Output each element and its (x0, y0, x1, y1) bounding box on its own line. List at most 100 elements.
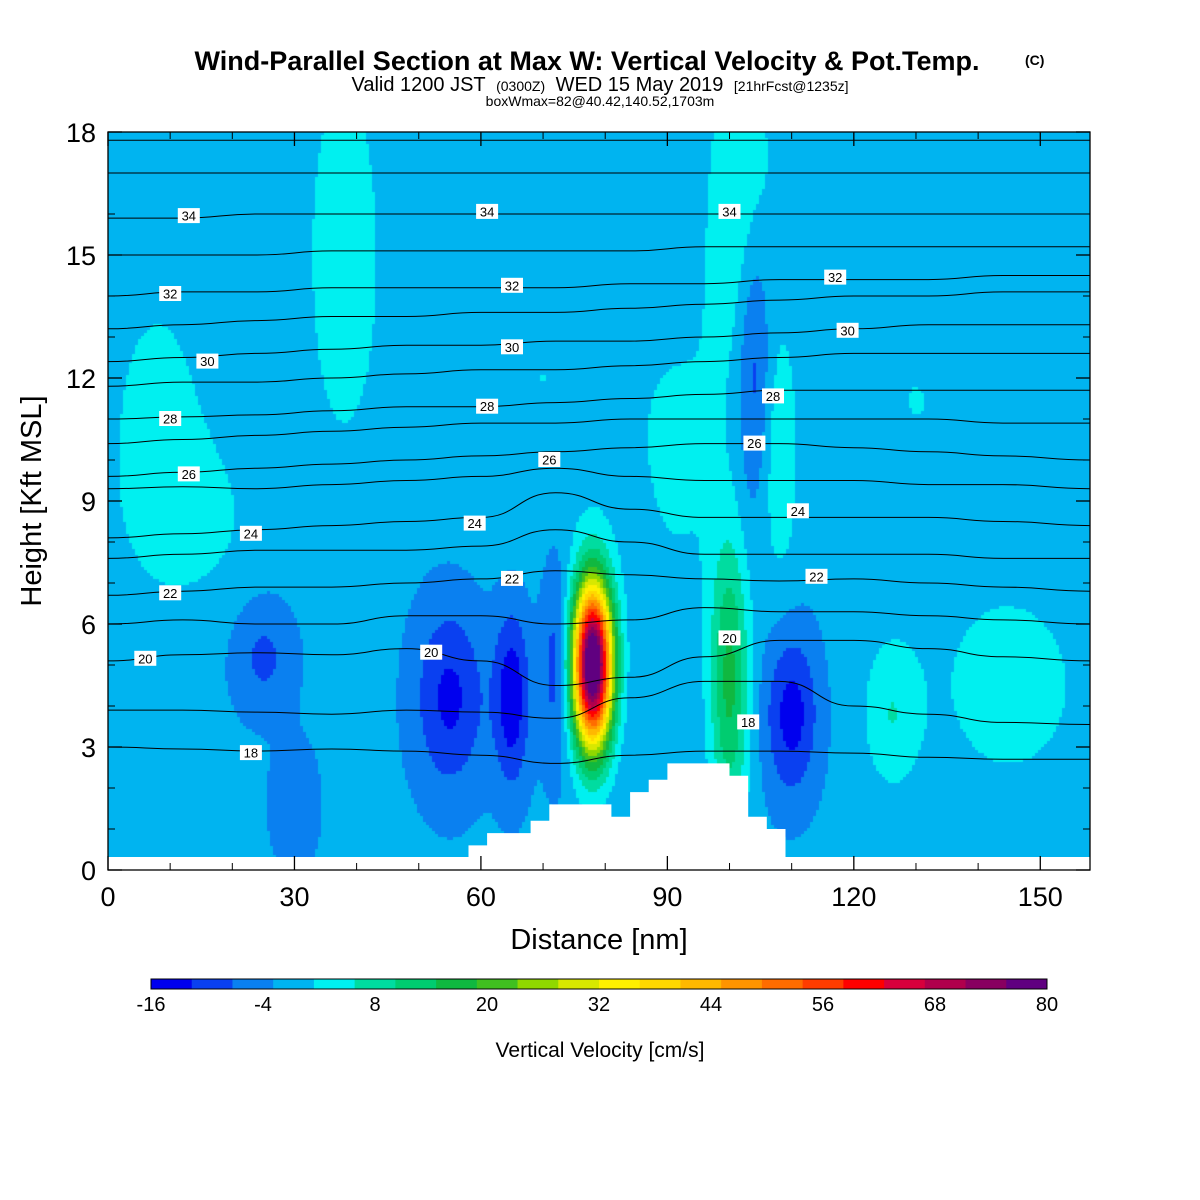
colorbar-swatch (151, 979, 193, 989)
colorbar-swatch (313, 979, 356, 989)
isentrope-19 (108, 680, 1090, 725)
colorbar-tick-label: 8 (369, 994, 380, 1016)
colorbar-label: Vertical Velocity [cm/s] (496, 1039, 705, 1062)
contour-label: 18 (737, 714, 760, 730)
x-tick-label: 30 (279, 882, 309, 912)
colorbar-swatch (802, 979, 844, 989)
colorbar-tick-label: 20 (476, 994, 498, 1016)
colorbar-swatch (517, 979, 559, 989)
isentrope-22 (108, 570, 1090, 596)
x-tick-label: 150 (1018, 882, 1063, 912)
ground-strip (108, 857, 1090, 870)
colorbar-tick-label: -16 (137, 994, 166, 1016)
isentrope-27 (108, 418, 1090, 445)
contour-label-text: 26 (542, 453, 556, 468)
chart-box-info: boxWmax=82@40.42,140.52,1703m (486, 93, 715, 109)
y-tick-label: 15 (66, 241, 96, 271)
contour-label-text: 24 (467, 516, 481, 531)
isentrope-30 (108, 324, 1090, 363)
contour-label-text: 26 (182, 467, 196, 482)
contour-labels: 34 34 34 32 32 32 30 30 30 28 28 28 26 26 26 24 24 24 22 22… (134, 203, 859, 761)
plot-area: 34 34 343232323030302828282626262424242222… (66, 118, 1091, 912)
terrain (468, 763, 786, 870)
contour-label: 32 (159, 286, 182, 302)
colorbar-swatch (599, 979, 641, 989)
contour-label: 30 (501, 339, 523, 355)
contour-label-text: 28 (163, 412, 177, 427)
colorbar-swatch (436, 979, 478, 989)
contour-label: 24 (786, 503, 809, 519)
colorbar-swatch (354, 979, 396, 989)
contour-label: 26 (177, 466, 200, 482)
contour-label-text: 26 (747, 436, 761, 451)
colorbar-tick-label: 44 (700, 994, 722, 1016)
subtitle-utc: (0300Z) (496, 78, 545, 94)
colorbar-swatch (232, 979, 274, 989)
contour-label: 34 (718, 203, 741, 219)
isentrope-28 (108, 389, 1090, 420)
y-tick-label: 6 (81, 610, 96, 640)
contour-label-text: 20 (138, 651, 152, 666)
isentrope-33 (108, 246, 1090, 256)
contour-label-text: 34 (182, 209, 196, 224)
colorbar-swatch (476, 979, 519, 989)
colorbar-swatch (1006, 979, 1048, 989)
contour-label-text: 20 (424, 645, 438, 660)
contour-label-text: 32 (828, 270, 842, 285)
contour-label: 30 (196, 353, 219, 369)
contour-label: 32 (501, 277, 523, 293)
subtitle-date: WED 15 May 2019 (556, 74, 724, 96)
contour-label-text: 28 (766, 389, 780, 404)
contour-label-text: 20 (722, 631, 736, 646)
contour-label-text: 32 (505, 278, 519, 293)
colorbar-tick-label: 56 (812, 994, 834, 1016)
x-tick-label: 0 (100, 882, 115, 912)
isentrope-31 (108, 291, 1090, 330)
y-tick-label: 0 (81, 856, 96, 886)
contour-label-text: 30 (840, 323, 854, 338)
contour-label: 30 (836, 322, 859, 338)
colorbar-swatch (761, 979, 804, 989)
contour-label: 20 (420, 644, 443, 660)
colorbar-swatch (680, 979, 722, 989)
contour-label: 18 (239, 745, 262, 761)
contour-label-text: 24 (791, 504, 805, 519)
contour-label-text: 22 (505, 571, 519, 586)
colorbar-tick-label: 80 (1036, 994, 1058, 1016)
axis-ticks: 0 30 60 90 120 150 0 3 6 9 12 15 18 (66, 118, 1090, 912)
contour-label: 32 (824, 269, 847, 285)
contour-label-text: 34 (722, 204, 736, 219)
contour-label-text: 22 (163, 586, 177, 601)
x-axis-label: Distance [nm] (510, 924, 687, 956)
colorbar-swatch (395, 979, 437, 989)
colorbar-tick-label: -4 (254, 994, 272, 1016)
isentrope-34 (108, 213, 1090, 219)
contour-label: 28 (762, 388, 784, 404)
colorbar-swatch (273, 979, 315, 989)
subtitle-fcst: [21hrFcst@1235z] (734, 78, 849, 94)
colorbar: -16 -4 8 20 32 44 56 68 80 (137, 978, 1058, 1016)
contour-label: 24 (463, 515, 486, 531)
colorbar-swatch (721, 979, 763, 989)
subtitle-valid: Valid 1200 JST (351, 74, 485, 96)
colorbar-tick-label: 68 (924, 994, 946, 1016)
contour-label-text: 30 (200, 354, 214, 369)
isentrope-18 (108, 746, 1090, 764)
contour-label: 20 (134, 650, 157, 666)
contour-label-text: 30 (505, 340, 519, 355)
colorbar-swatch (191, 979, 233, 989)
x-tick-label: 120 (831, 882, 876, 912)
isentrope-29 (108, 352, 1090, 387)
contour-label: 28 (159, 411, 182, 427)
isentrope-21 (108, 607, 1090, 625)
chart-title: Wind-Parallel Section at Max W: Vertical… (195, 46, 980, 76)
chart-subtitle: Valid 1200 JST (0300Z) WED 15 May 2019 [… (351, 74, 848, 96)
contour-label: 22 (159, 585, 182, 601)
contour-label-text: 28 (480, 399, 494, 414)
colorbar-swatch (639, 979, 681, 989)
contour-label-text: 24 (244, 526, 258, 541)
contour-label: 26 (538, 452, 561, 468)
contour-label: 34 (177, 208, 200, 224)
y-tick-label: 12 (66, 364, 96, 394)
